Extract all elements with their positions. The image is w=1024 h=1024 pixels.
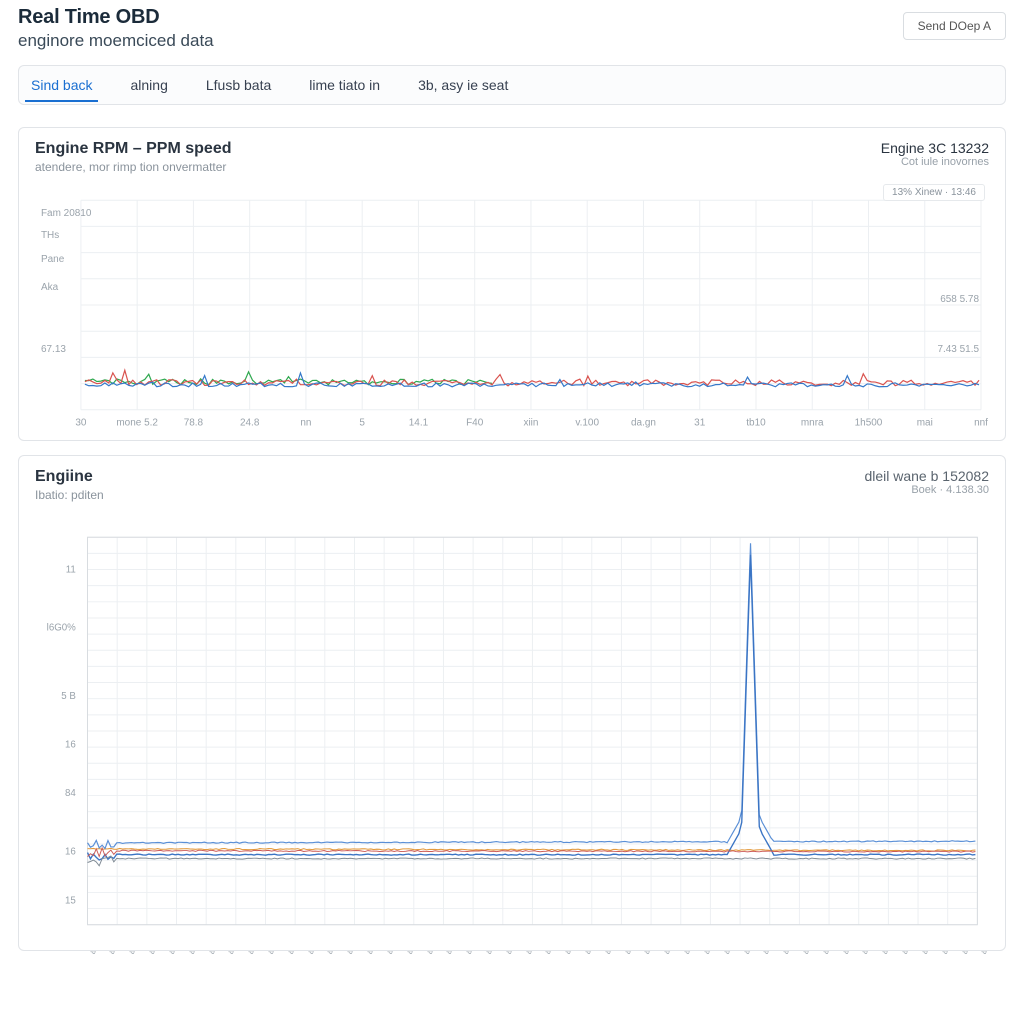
page-subtitle: enginore moemciced data — [18, 31, 214, 51]
svg-text:11: 11 — [66, 564, 76, 575]
svg-text:nnf: nnf — [974, 418, 988, 429]
svg-text:xiin: xiin — [523, 418, 538, 429]
page-title: Real Time OBD — [18, 6, 214, 29]
tab-bar: Sind back alning Lfusb bata lime tiato in 3b… — [18, 65, 1006, 105]
svg-text:15: 15 — [65, 895, 76, 906]
tab-1[interactable]: alning — [124, 69, 173, 101]
tab-4[interactable]: 3b, asy ie seat — [412, 69, 514, 101]
svg-text:5 B: 5 B — [61, 691, 76, 702]
svg-text:THs: THs — [41, 230, 59, 241]
svg-text:tb10: tb10 — [746, 418, 766, 429]
svg-text:5: 5 — [359, 418, 365, 429]
svg-text:658 5.78: 658 5.78 — [940, 294, 979, 305]
tab-0[interactable]: Sind back — [25, 69, 98, 101]
engine-x-axis: a20:10:01a20:11:02a20:12:03a20:13:04a20:… — [32, 951, 992, 1021]
svg-text:Fam 20810: Fam 20810 — [41, 208, 92, 219]
svg-text:16: 16 — [65, 847, 76, 858]
svg-text:mone 5.2: mone 5.2 — [116, 418, 158, 429]
engine-subtitle: Ibatio: pditen — [35, 488, 104, 502]
chart1-legend: 13% Xinew · 13:46 — [883, 184, 985, 201]
svg-text:mnra: mnra — [801, 418, 824, 429]
svg-text:16: 16 — [65, 740, 76, 751]
svg-text:Pane: Pane — [41, 254, 65, 265]
svg-text:mai: mai — [917, 418, 933, 429]
svg-text:31: 31 — [694, 418, 706, 429]
tab-2[interactable]: Lfusb bata — [200, 69, 277, 101]
page-header: Real Time OBD enginore moemciced data Se… — [18, 6, 1006, 51]
svg-text:F40: F40 — [466, 418, 484, 429]
svg-text:67.13: 67.13 — [41, 344, 66, 355]
svg-text:1h500: 1h500 — [855, 418, 883, 429]
engine-chart: 11 l6G0% 5 B 16 84 16 15 — [33, 510, 991, 950]
svg-text:nn: nn — [300, 418, 311, 429]
svg-text:78.8: 78.8 — [184, 418, 204, 429]
svg-text:30: 30 — [75, 418, 87, 429]
rpm-title: Engine RPM – PPM speed — [35, 140, 231, 158]
rpm-right-value: Engine 3C 13232 — [881, 140, 989, 156]
engine-right-value: dleil wane b 152082 — [864, 468, 989, 484]
tab-3[interactable]: lime tiato in — [303, 69, 386, 101]
svg-text:Aka: Aka — [41, 282, 59, 293]
svg-text:14.1: 14.1 — [409, 418, 429, 429]
engine-panel: Engiine Ibatio: pditen dleil wane b 1520… — [18, 455, 1006, 951]
rpm-subtitle: atendere, mor rimp tion onvermatter — [35, 160, 231, 174]
send-button[interactable]: Send DOep A — [903, 12, 1006, 40]
rpm-chart: Fam 20810 THs Pane Aka 67.13 658 5.78 7.43 51.… — [33, 182, 991, 432]
engine-title: Engiine — [35, 468, 104, 486]
engine-right-sub: Boek · 4.138.30 — [864, 484, 989, 496]
rpm-right-sub: Cot iule inovornes — [881, 156, 989, 168]
svg-text:v.100: v.100 — [575, 418, 599, 429]
svg-text:84: 84 — [65, 788, 76, 799]
svg-text:da.gn: da.gn — [631, 418, 656, 429]
svg-text:7.43 51.5: 7.43 51.5 — [937, 344, 979, 355]
svg-text:l6G0%: l6G0% — [47, 623, 77, 634]
rpm-panel: Engine RPM – PPM speed atendere, mor rim… — [18, 127, 1006, 441]
svg-text:24.8: 24.8 — [240, 418, 260, 429]
